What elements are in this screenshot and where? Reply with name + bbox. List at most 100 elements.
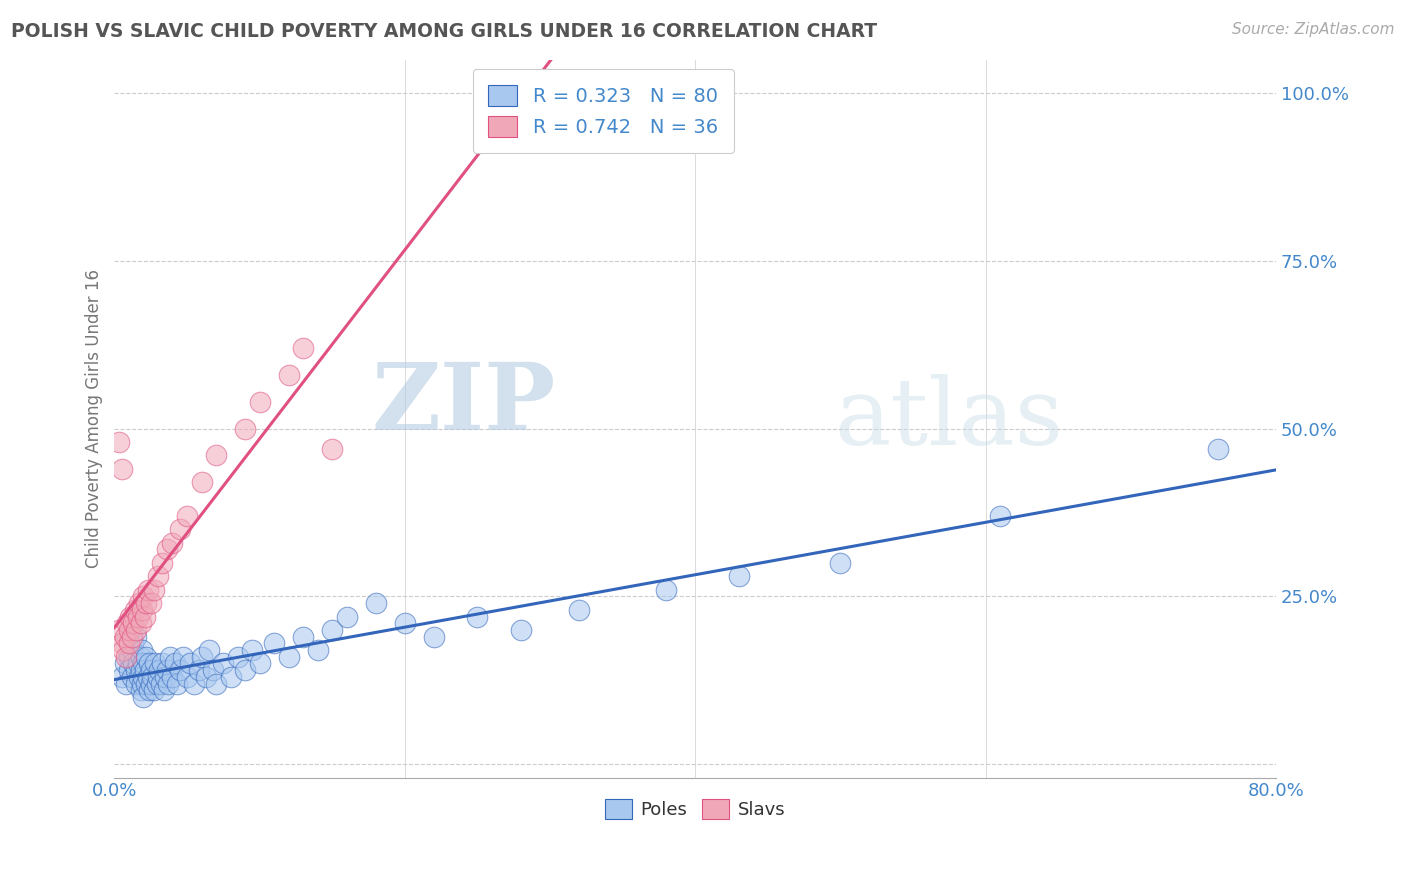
Point: [125, 623, 148, 637]
Point: [197, 643, 219, 657]
Point: [135, 676, 157, 690]
Point: [263, 636, 285, 650]
Point: [187, 663, 209, 677]
Point: [135, 596, 157, 610]
Point: [107, 623, 129, 637]
Point: [121, 630, 143, 644]
Point: [134, 609, 156, 624]
Point: [423, 630, 446, 644]
Point: [114, 630, 136, 644]
Point: [143, 657, 166, 671]
Point: [125, 663, 148, 677]
Point: [219, 670, 242, 684]
Point: [226, 649, 249, 664]
Legend: Poles, Slavs: Poles, Slavs: [598, 791, 793, 826]
Point: [132, 590, 155, 604]
Point: [202, 663, 225, 677]
Point: [157, 676, 180, 690]
Point: [194, 670, 217, 684]
Point: [139, 676, 162, 690]
Point: [135, 649, 157, 664]
Point: [240, 643, 263, 657]
Point: [176, 508, 198, 523]
Point: [132, 670, 155, 684]
Point: [129, 649, 152, 664]
Point: [169, 663, 191, 677]
Point: [134, 663, 156, 677]
Point: [118, 636, 141, 650]
Point: [277, 649, 299, 664]
Point: [166, 676, 188, 690]
Point: [172, 649, 194, 664]
Point: [117, 616, 139, 631]
Text: atlas: atlas: [835, 374, 1064, 464]
Point: [138, 683, 160, 698]
Point: [132, 690, 155, 704]
Point: [183, 676, 205, 690]
Point: [156, 663, 179, 677]
Point: [118, 649, 141, 664]
Point: [233, 663, 256, 677]
Point: [1206, 442, 1229, 456]
Point: [277, 368, 299, 382]
Text: ZIP: ZIP: [371, 359, 555, 450]
Point: [830, 556, 852, 570]
Point: [131, 643, 153, 657]
Point: [150, 556, 173, 570]
Point: [125, 676, 148, 690]
Point: [136, 582, 159, 597]
Point: [165, 657, 187, 671]
Point: [138, 657, 160, 671]
Point: [321, 442, 343, 456]
Point: [212, 657, 235, 671]
Point: [152, 683, 174, 698]
Point: [176, 670, 198, 684]
Point: [115, 676, 138, 690]
Point: [150, 657, 173, 671]
Point: [142, 582, 165, 597]
Text: Source: ZipAtlas.com: Source: ZipAtlas.com: [1232, 22, 1395, 37]
Point: [510, 623, 533, 637]
Point: [155, 670, 177, 684]
Point: [129, 663, 152, 677]
Point: [112, 643, 135, 657]
Point: [364, 596, 387, 610]
Point: [655, 582, 678, 597]
Point: [169, 522, 191, 536]
Point: [114, 657, 136, 671]
Point: [467, 609, 489, 624]
Point: [233, 422, 256, 436]
Point: [307, 643, 329, 657]
Point: [149, 676, 172, 690]
Point: [190, 475, 212, 490]
Point: [249, 394, 271, 409]
Point: [292, 630, 315, 644]
Point: [129, 616, 152, 631]
Point: [145, 676, 167, 690]
Point: [125, 630, 148, 644]
Point: [128, 670, 150, 684]
Point: [141, 670, 163, 684]
Point: [111, 670, 134, 684]
Point: [205, 676, 228, 690]
Point: [142, 683, 165, 698]
Point: [132, 657, 155, 671]
Point: [292, 341, 315, 355]
Point: [727, 569, 749, 583]
Point: [148, 663, 170, 677]
Point: [336, 609, 359, 624]
Point: [249, 657, 271, 671]
Point: [394, 616, 416, 631]
Point: [111, 636, 134, 650]
Point: [205, 449, 228, 463]
Point: [136, 670, 159, 684]
Point: [107, 435, 129, 450]
Point: [121, 670, 143, 684]
Point: [131, 676, 153, 690]
Point: [156, 542, 179, 557]
Point: [190, 649, 212, 664]
Point: [118, 623, 141, 637]
Point: [131, 603, 153, 617]
Point: [162, 670, 184, 684]
Point: [179, 657, 201, 671]
